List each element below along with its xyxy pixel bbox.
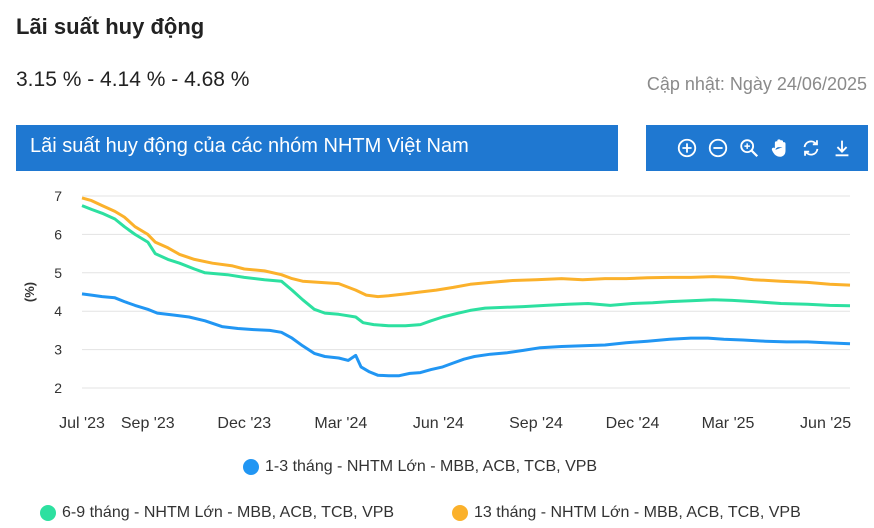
x-tick-label: Mar '24 bbox=[314, 415, 367, 432]
pan-button[interactable] bbox=[768, 136, 792, 160]
chart-toolbar bbox=[646, 125, 868, 171]
download-icon bbox=[835, 140, 849, 157]
x-tick-label: Sep '23 bbox=[121, 415, 175, 432]
x-tick-label: Mar '25 bbox=[702, 415, 755, 432]
zoom-in-button[interactable] bbox=[675, 136, 699, 160]
y-tick-label: 2 bbox=[54, 380, 62, 396]
line-chart: 2 3 4 5 6 7 (%) Jul '23 Sep '23 Dec '23 Mar '24 Jun… bbox=[22, 188, 851, 432]
legend-item-6-9[interactable]: 6-9 tháng - NHTM Lớn - MBB, ACB, TCB, VP… bbox=[40, 504, 394, 522]
x-tick-label: Dec '23 bbox=[217, 415, 271, 432]
legend-item-1-3[interactable]: 1-3 tháng - NHTM Lớn - MBB, ACB, TCB, VP… bbox=[243, 458, 597, 476]
x-tick-label: Sep '24 bbox=[509, 415, 563, 432]
y-tick-label: 5 bbox=[54, 265, 62, 281]
download-button[interactable] bbox=[830, 136, 854, 160]
zoom-in-icon bbox=[677, 138, 697, 158]
x-tick-label: Dec '24 bbox=[606, 415, 660, 432]
x-tick-label: Jun '24 bbox=[413, 415, 464, 432]
chart-header: Lãi suất huy động của các nhóm NHTM Việt… bbox=[16, 125, 618, 171]
series-line-1 bbox=[81, 204, 851, 328]
legend-label: 13 tháng - NHTM Lớn - MBB, ACB, TCB, VPB bbox=[474, 504, 801, 521]
selection-zoom-button[interactable] bbox=[737, 136, 761, 160]
x-tick-label: Jun '25 bbox=[800, 415, 851, 432]
y-tick-label: 7 bbox=[54, 188, 62, 204]
x-tick-label: Jul '23 bbox=[59, 415, 105, 432]
magnifier-icon bbox=[740, 139, 759, 158]
legend-dot bbox=[452, 505, 468, 521]
y-tick-label: 6 bbox=[54, 226, 62, 242]
y-tick-label: 3 bbox=[54, 342, 62, 358]
legend-label: 6-9 tháng - NHTM Lớn - MBB, ACB, TCB, VP… bbox=[62, 504, 395, 521]
updated-date: Cập nhật: Ngày 24/06/2025 bbox=[646, 74, 867, 94]
zoom-out-icon bbox=[708, 138, 728, 158]
reset-icon bbox=[803, 140, 819, 156]
zoom-out-button[interactable] bbox=[706, 136, 730, 160]
legend-dot bbox=[243, 459, 259, 475]
page-title: Lãi suất huy động bbox=[16, 14, 205, 39]
reset-zoom-button[interactable] bbox=[799, 136, 823, 160]
current-values: 3.15 % - 4.14 % - 4.68 % bbox=[16, 68, 250, 91]
y-axis-title: (%) bbox=[22, 282, 37, 302]
legend-dot bbox=[40, 505, 56, 521]
pan-hand-icon bbox=[771, 139, 786, 157]
legend-label: 1-3 tháng - NHTM Lớn - MBB, ACB, TCB, VP… bbox=[265, 458, 598, 475]
series-line-0 bbox=[81, 292, 851, 378]
y-tick-label: 4 bbox=[54, 303, 62, 319]
legend-item-13[interactable]: 13 tháng - NHTM Lớn - MBB, ACB, TCB, VPB bbox=[452, 504, 801, 522]
series-line-2 bbox=[81, 196, 851, 299]
